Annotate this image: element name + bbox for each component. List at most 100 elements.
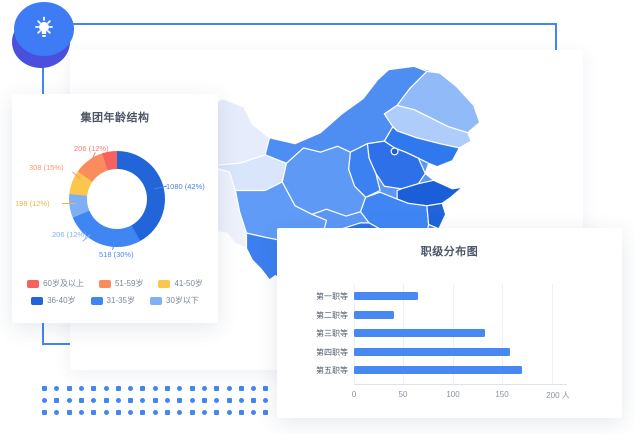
- legend-label: 41-50岁: [174, 279, 203, 288]
- bar-rank-3[interactable]: [354, 329, 485, 337]
- age-structure-card: 集团年龄结构 1080 (42%) 518 (30%) 206 (12%) 19…: [12, 94, 218, 323]
- decoration-dot: [140, 386, 146, 391]
- decoration-dot: [214, 410, 220, 416]
- bar-category-label: 第五职等: [316, 366, 348, 375]
- legend-label: 51-59岁: [114, 279, 144, 288]
- bar-rank-5[interactable]: [354, 366, 523, 374]
- decoration-dot: [226, 410, 232, 416]
- connector-line-bottom-vertical: [42, 322, 44, 345]
- bar-rank-1[interactable]: [354, 292, 419, 300]
- decoration-dot: [201, 398, 207, 404]
- decoration-dot: [128, 386, 134, 391]
- decoration-dot: [177, 386, 183, 391]
- decoration-dot: [251, 410, 257, 416]
- decoration-dot: [42, 410, 47, 416]
- donut-hole: [87, 169, 147, 229]
- legend-label: 30岁以下: [166, 296, 199, 305]
- x-tick: 150: [495, 390, 509, 399]
- legend-item-under-30[interactable]: 30岁以下: [150, 295, 199, 306]
- decoration-dot: [251, 398, 257, 404]
- decoration-dot: [177, 398, 183, 404]
- decoration-dot: [103, 410, 109, 416]
- decoration-dot: [91, 410, 97, 416]
- x-tick: 0: [351, 390, 357, 399]
- decoration-dot: [91, 398, 97, 404]
- decoration-dot: [189, 386, 195, 391]
- legend-item-36-40[interactable]: 36-40岁: [31, 295, 76, 306]
- decoration-dot: [66, 398, 72, 404]
- legend-item-51-59[interactable]: 51-59岁: [98, 278, 144, 289]
- decoration-dot: [78, 410, 84, 416]
- legend-swatch: [31, 296, 44, 305]
- bar-rank-4[interactable]: [354, 348, 511, 356]
- map-region-jiangsu[interactable]: [426, 202, 447, 230]
- legend-swatch: [98, 279, 111, 288]
- legend-swatch: [150, 296, 163, 305]
- decoration-dot: [214, 386, 220, 391]
- decoration-dot: [189, 410, 195, 416]
- bar-category-label: 第四职等: [316, 348, 348, 357]
- bar-category-label: 第二职等: [316, 311, 348, 320]
- decoration-dot: [128, 398, 134, 404]
- decoration-dot: [66, 386, 72, 391]
- decoration-dot: [78, 398, 84, 404]
- bar-rank-2[interactable]: [354, 311, 394, 319]
- gridline: [552, 284, 553, 384]
- bar-category-label: 第三职等: [316, 329, 348, 338]
- legend-label: 60岁及以上: [43, 279, 84, 288]
- decoration-dot: [42, 386, 47, 391]
- decoration-dot: [140, 398, 146, 404]
- x-tick: 50: [398, 390, 408, 399]
- idea-badge: [10, 0, 80, 70]
- x-axis-line: [354, 384, 567, 385]
- decoration-dot: [263, 398, 269, 404]
- decoration-dot: [226, 386, 232, 391]
- age-legend-row-2: 36-40岁 31-35岁 30岁以下: [12, 295, 218, 306]
- donut-label-51-59: 308 (15%): [29, 163, 64, 172]
- decoration-dot: [177, 410, 183, 416]
- donut-label-under-30: 206 (12%): [52, 230, 87, 239]
- decoration-dot: [201, 386, 207, 391]
- bar-category-label: 第一职等: [316, 292, 348, 301]
- decoration-dot: [165, 410, 170, 416]
- decoration-dot: [103, 398, 109, 404]
- decoration-dot: [152, 386, 158, 391]
- legend-label: 31-35岁: [106, 296, 136, 305]
- decoration-dot: [263, 386, 269, 391]
- legend-item-60-plus[interactable]: 60岁及以上: [27, 278, 84, 289]
- decoration-dot: [78, 386, 84, 391]
- legend-item-41-50[interactable]: 41-50岁: [158, 278, 203, 289]
- decoration-dot: [251, 386, 257, 391]
- decoration-dot: [54, 398, 60, 404]
- connector-line-vertical-right: [555, 23, 557, 52]
- connector-line-bottom-horizontal: [42, 343, 73, 345]
- donut-label-41-50: 198 (12%): [15, 199, 50, 208]
- decoration-dot: [54, 386, 60, 391]
- age-donut-chart[interactable]: [69, 151, 165, 247]
- decoration-dot: [238, 398, 244, 404]
- legend-label: 36-40岁: [47, 296, 76, 305]
- legend-item-31-35[interactable]: 31-35岁: [90, 295, 136, 306]
- map-region-beijing[interactable]: [390, 147, 399, 156]
- decoration-dot: [91, 386, 97, 391]
- rank-distribution-card: 职级分布图 第一职等 第二职等 第三职等 第四职等 第五职等 0 50 100 …: [277, 228, 622, 418]
- connector-line-horizontal: [70, 23, 557, 25]
- decoration-dot: [42, 398, 47, 404]
- decoration-dot: [189, 398, 195, 404]
- leader-line: [62, 203, 76, 205]
- legend-swatch: [27, 279, 40, 288]
- connector-line-badge-down: [42, 50, 44, 96]
- decoration-dot: [165, 398, 170, 404]
- decoration-dot: [238, 410, 244, 416]
- decoration-dot: [214, 398, 220, 404]
- donut-label-31-35: 518 (30%): [99, 250, 134, 259]
- age-legend-row-1: 60岁及以上 51-59岁 41-50岁: [12, 278, 218, 289]
- decoration-dot: [140, 410, 146, 416]
- decoration-dot: [128, 410, 134, 416]
- legend-swatch: [158, 279, 171, 288]
- dot-grid-decoration: [42, 386, 277, 420]
- donut-label-60-plus: 206 (12%): [74, 144, 109, 153]
- decoration-dot: [115, 410, 121, 416]
- gridline: [502, 284, 503, 384]
